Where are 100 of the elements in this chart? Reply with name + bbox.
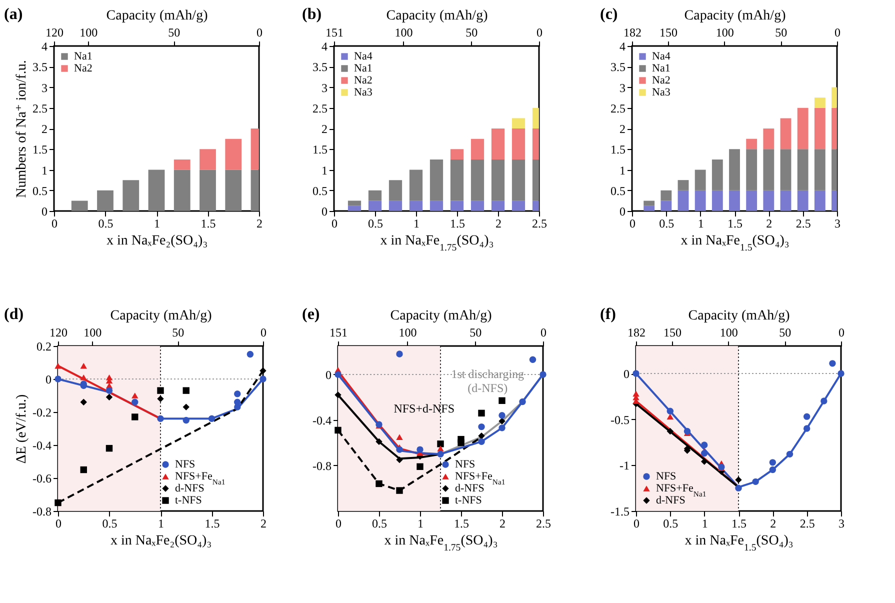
x2-tick-label: 50 — [466, 26, 478, 40]
bar — [678, 190, 689, 211]
x-tick-label: 2.5 — [796, 216, 811, 230]
bar — [644, 200, 655, 206]
point — [396, 487, 403, 494]
point — [700, 442, 708, 448]
point — [396, 456, 403, 464]
point — [498, 424, 506, 432]
point — [376, 480, 382, 488]
x2-tick-label: 100 — [394, 26, 413, 40]
x-tick-label: 1.5 — [732, 516, 746, 530]
bar — [746, 149, 758, 190]
x2-axis-title: Capacity (mAh/g) — [106, 8, 208, 24]
y-tick-label: 0 — [326, 368, 332, 382]
bar — [797, 149, 808, 190]
point — [735, 476, 742, 484]
x-tick-label: 1 — [698, 216, 704, 230]
x-tick-label: 0 — [56, 516, 62, 530]
x2-tick-label: 150 — [660, 26, 678, 40]
y-tick-label: 0.2 — [36, 340, 52, 354]
point — [132, 392, 138, 398]
x-tick-label: 2 — [496, 216, 502, 230]
point — [157, 387, 164, 394]
bar — [148, 170, 165, 211]
y-tick-label: 4 — [42, 40, 48, 54]
bar — [746, 138, 758, 150]
point — [786, 450, 794, 458]
y-tick-label: 2.5 — [610, 101, 626, 116]
point — [700, 450, 708, 457]
x2-tick-label: 0 — [834, 26, 840, 40]
point — [829, 360, 836, 367]
point — [182, 416, 190, 424]
x2-tick-label: 150 — [664, 326, 682, 340]
x2-tick-label: 151 — [330, 326, 348, 340]
x2-tick-label: 151 — [326, 26, 344, 40]
x2-tick-label: 100 — [80, 26, 98, 40]
x-tick-label: 1.5 — [200, 216, 216, 230]
y-tick-label: 3 — [322, 80, 328, 95]
x-tick-label: 2.5 — [532, 216, 547, 230]
y-tick-label: -1.5 — [610, 504, 630, 518]
x2-axis-title: Capacity (mAh/g) — [684, 8, 786, 24]
x-tick-label: 0.5 — [368, 216, 383, 230]
chart-title: (a) — [4, 6, 23, 23]
point — [246, 350, 254, 358]
y-tick-label: 3 — [42, 80, 48, 95]
x2-tick-label: 100 — [84, 326, 102, 340]
y-tick-label: 1 — [620, 163, 626, 178]
x-axis-title: x in NaₓFe₂(SO₄)₃ — [106, 234, 208, 248]
point — [157, 395, 164, 402]
point — [54, 362, 62, 369]
bar — [814, 108, 826, 150]
x-tick-label: 0 — [634, 516, 640, 530]
y-tick-label: 0.5 — [610, 184, 626, 198]
point — [735, 484, 742, 492]
x-tick-label: 1 — [414, 216, 420, 230]
x2-tick-label: 50 — [168, 26, 180, 40]
x-tick-label: 2 — [770, 516, 776, 530]
bar — [174, 170, 190, 211]
point — [80, 398, 87, 406]
point — [182, 404, 190, 410]
bar — [660, 190, 672, 201]
bar — [71, 200, 88, 211]
legend-label: Na1 — [652, 62, 670, 74]
x-tick-label: 0.5 — [663, 516, 678, 530]
x2-tick-label: 0 — [256, 26, 262, 40]
bar — [225, 138, 242, 170]
legend-label: NFS — [656, 470, 676, 482]
y-tick-label: -0.6 — [32, 472, 52, 486]
point — [396, 446, 403, 453]
x2-tick-label: 120 — [46, 26, 64, 40]
x2-axis-title: Capacity (mAh/g) — [688, 308, 790, 324]
point — [234, 390, 241, 398]
legend-label: d-NFS — [175, 482, 204, 494]
point — [478, 423, 485, 430]
annotation: NFS+d-NFS — [394, 402, 454, 416]
y-tick-label: 0 — [42, 204, 48, 218]
x2-tick-label: 0 — [260, 326, 266, 340]
bar — [174, 159, 190, 170]
point — [820, 398, 828, 404]
x2-tick-label: 120 — [50, 326, 68, 340]
annotation: 1st discharging (d-NFS) — [451, 367, 524, 396]
bar — [660, 200, 672, 211]
legend-label: Na1 — [354, 62, 372, 74]
point — [632, 370, 640, 377]
legend-label: Na4 — [652, 50, 671, 62]
x-tick-label: 1.5 — [450, 216, 465, 230]
y-tick-label: 0 — [620, 204, 626, 218]
y-tick-label: 1.5 — [312, 142, 328, 157]
point — [80, 374, 87, 380]
point — [478, 410, 485, 416]
bar — [814, 149, 826, 190]
point — [769, 466, 776, 474]
y-tick-label: 1 — [322, 163, 328, 178]
point — [458, 439, 464, 446]
bar — [200, 149, 216, 170]
x2-tick-label: 100 — [716, 26, 734, 40]
bar — [780, 149, 792, 190]
point — [396, 350, 403, 358]
legend-label: Na2 — [74, 62, 92, 74]
x2-tick-label: 182 — [628, 326, 646, 340]
